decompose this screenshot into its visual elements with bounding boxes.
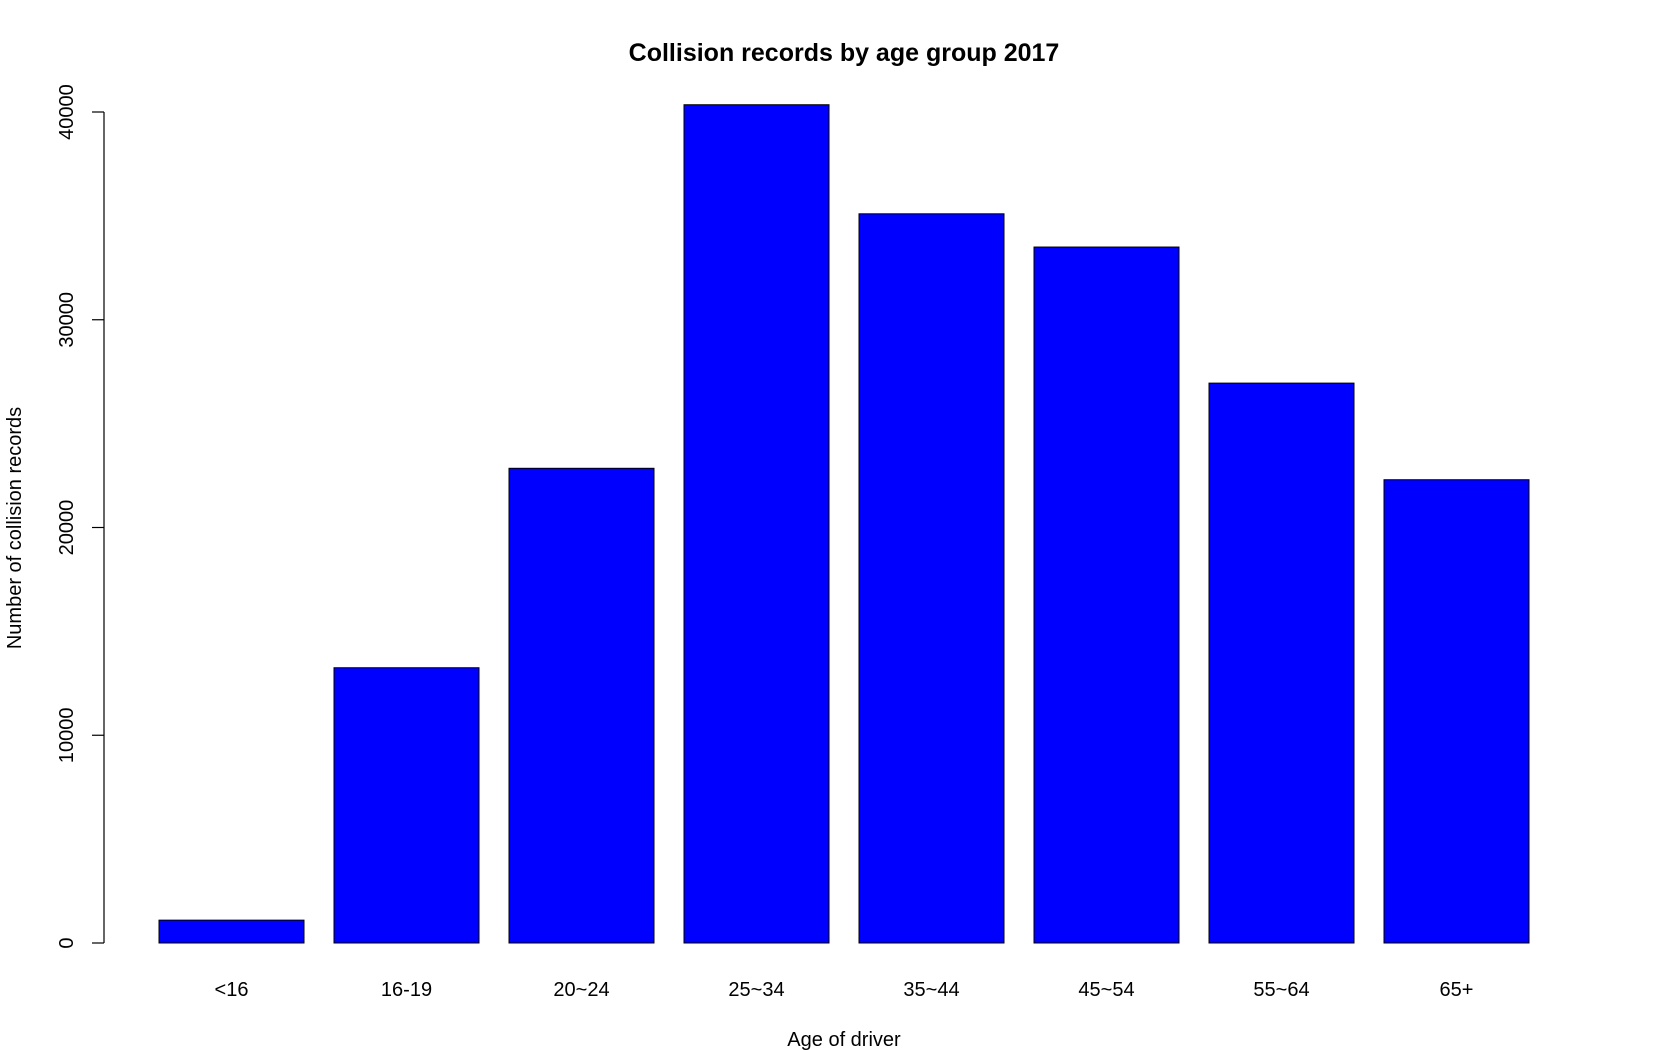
bars (158, 104, 1530, 944)
chart-title: Collision records by age group 2017 (629, 39, 1060, 67)
y-axis-label: Number of collision records (4, 407, 26, 649)
bar (1383, 479, 1530, 944)
bar (1208, 382, 1355, 944)
bar (508, 467, 655, 944)
bar (158, 919, 305, 944)
x-axis-tick-labels: <16 16-19 20~24 25~34 35~44 45~54 55~64 65+ (215, 979, 1474, 1001)
x-tick-label: 16-19 (381, 979, 432, 1001)
x-tick-label: 65+ (1440, 979, 1474, 1001)
x-tick-label: 35~44 (903, 979, 959, 1001)
bar (683, 104, 830, 944)
bar (333, 667, 480, 944)
x-tick-label: <16 (215, 979, 249, 1001)
x-tick-label: 20~24 (553, 979, 609, 1001)
bar (1033, 246, 1180, 944)
y-axis: 0 10000 20000 30000 40000 (56, 84, 105, 949)
y-tick-label: 0 (56, 937, 78, 948)
x-tick-label: 55~64 (1253, 979, 1309, 1001)
bar (858, 213, 1005, 944)
x-tick-label: 25~34 (728, 979, 784, 1001)
y-tick-label: 20000 (56, 500, 78, 556)
x-tick-label: 45~54 (1078, 979, 1134, 1001)
y-tick-label: 10000 (56, 707, 78, 763)
y-tick-label: 40000 (56, 84, 78, 140)
y-tick-label: 30000 (56, 292, 78, 348)
x-axis-label: Age of driver (787, 1029, 901, 1050)
